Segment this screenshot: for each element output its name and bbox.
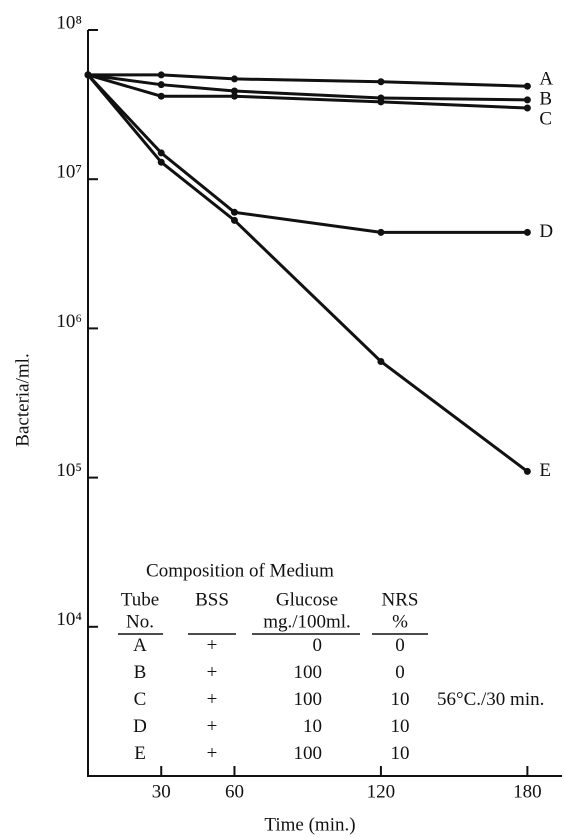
data-point [157, 158, 165, 166]
table-cell: + [207, 635, 218, 656]
x-axis-title: Time (min.) [264, 814, 355, 835]
y-tick-label: 10⁸ [56, 12, 82, 33]
x-tick-label: 180 [513, 781, 542, 802]
data-point [157, 149, 165, 157]
data-point [377, 98, 385, 106]
table-header: Tube [121, 589, 159, 610]
data-point [523, 82, 531, 90]
table-header: Glucose [276, 589, 338, 610]
table-cell: A [133, 635, 147, 656]
data-point [157, 81, 165, 89]
series-label: D [539, 221, 553, 242]
table-cell: 100 [294, 689, 323, 710]
series-line [87, 73, 528, 102]
table-cell: + [207, 716, 218, 737]
table-cell: 10 [391, 689, 410, 710]
data-point [230, 208, 238, 216]
table-cell: C [134, 689, 147, 710]
y-tick-label: 10⁶ [56, 311, 82, 332]
series-label: A [539, 69, 553, 90]
data-point [230, 92, 238, 100]
series-line [86, 73, 529, 473]
x-tick-label: 60 [225, 781, 244, 802]
y-tick-label: 10⁴ [56, 609, 82, 630]
data-point [377, 78, 385, 86]
data-point [230, 75, 238, 83]
data-point [377, 228, 385, 236]
data-point [157, 92, 165, 100]
table-header: NRS [382, 589, 419, 610]
table-cell: 10 [303, 716, 322, 737]
table-cell: 0 [395, 635, 405, 656]
data-point [523, 104, 531, 112]
table-header: BSS [195, 589, 229, 610]
table-title: Composition of Medium [146, 560, 334, 581]
y-tick-label: 10⁵ [56, 460, 82, 481]
axis [87, 30, 562, 777]
table-cell: 10 [391, 716, 410, 737]
data-point [230, 216, 238, 224]
table-cell: B [134, 662, 147, 683]
data-point [523, 96, 531, 104]
table-cell: 10 [391, 743, 410, 764]
table-cell: + [207, 689, 218, 710]
table-cell: + [207, 743, 218, 764]
table-cell: E [134, 743, 146, 764]
data-point [377, 357, 385, 365]
data-point [84, 71, 92, 79]
table-cell: 100 [294, 662, 323, 683]
table-cell: D [133, 716, 147, 737]
series-label: B [539, 88, 552, 109]
table-header: No. [126, 611, 154, 632]
table-cell: 0 [313, 635, 323, 656]
series-label: E [539, 460, 551, 481]
table-cell: + [207, 662, 218, 683]
table-header: mg./100ml. [263, 611, 351, 632]
y-axis-title: Bacteria/ml. [12, 353, 33, 446]
data-point [523, 228, 531, 236]
y-tick-label: 10⁷ [56, 162, 82, 183]
table-cell: 100 [294, 743, 323, 764]
series-label: C [539, 108, 552, 129]
x-tick-label: 30 [152, 781, 171, 802]
table-note: 56°C./30 min. [437, 689, 544, 710]
data-point [523, 467, 531, 475]
x-tick-label: 120 [367, 781, 396, 802]
data-point [157, 71, 165, 79]
table-cell: 0 [395, 662, 405, 683]
data-point [230, 87, 238, 95]
table-header: % [392, 611, 408, 632]
